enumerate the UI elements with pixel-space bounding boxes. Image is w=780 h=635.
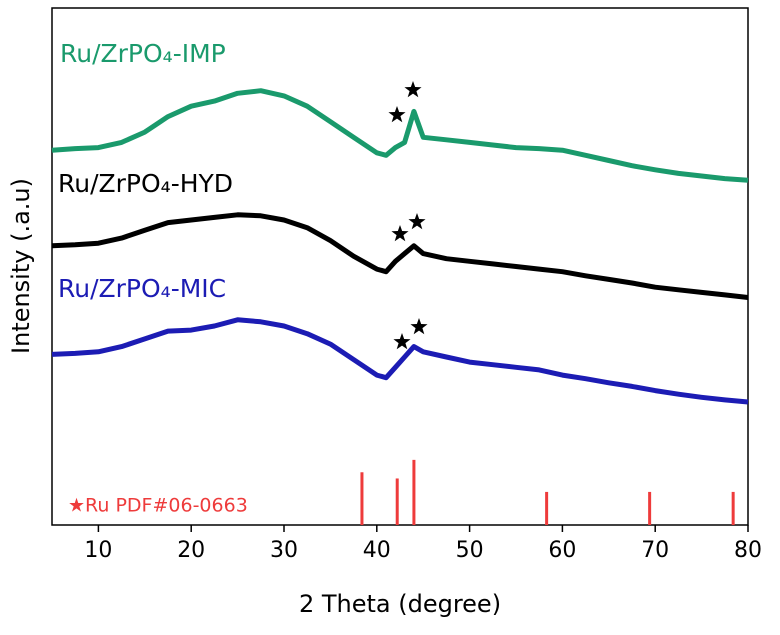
star xyxy=(410,318,428,335)
series-label: Ru/ZrPO₄-IMP xyxy=(60,39,226,68)
star xyxy=(404,81,422,98)
series-line xyxy=(51,317,749,405)
star xyxy=(393,333,411,350)
y-axis-title: Intensity (.a.u) xyxy=(7,178,35,354)
series-line xyxy=(51,88,749,183)
series-label: Ru/ZrPO₄-MIC xyxy=(58,274,226,303)
series-line xyxy=(51,212,749,300)
star xyxy=(408,213,426,230)
plot-frame xyxy=(51,7,749,526)
x-tick-label: 80 xyxy=(734,538,762,563)
x-tick-label: 30 xyxy=(270,538,298,563)
x-tick-label: 20 xyxy=(177,538,205,563)
x-tick-label: 10 xyxy=(84,538,112,563)
star xyxy=(391,225,409,242)
series-label: Ru/ZrPO₄-HYD xyxy=(58,169,233,198)
x-tick-label: 60 xyxy=(548,538,576,563)
x-tick-label: 40 xyxy=(363,538,391,563)
x-tick-label: 70 xyxy=(641,538,669,563)
star xyxy=(388,106,406,123)
peak-stars xyxy=(388,81,428,350)
reference-label: ★Ru PDF#06-0663 xyxy=(68,495,248,517)
x-tick-label: 50 xyxy=(456,538,484,563)
x-axis-title: 2 Theta (degree) xyxy=(299,590,501,618)
